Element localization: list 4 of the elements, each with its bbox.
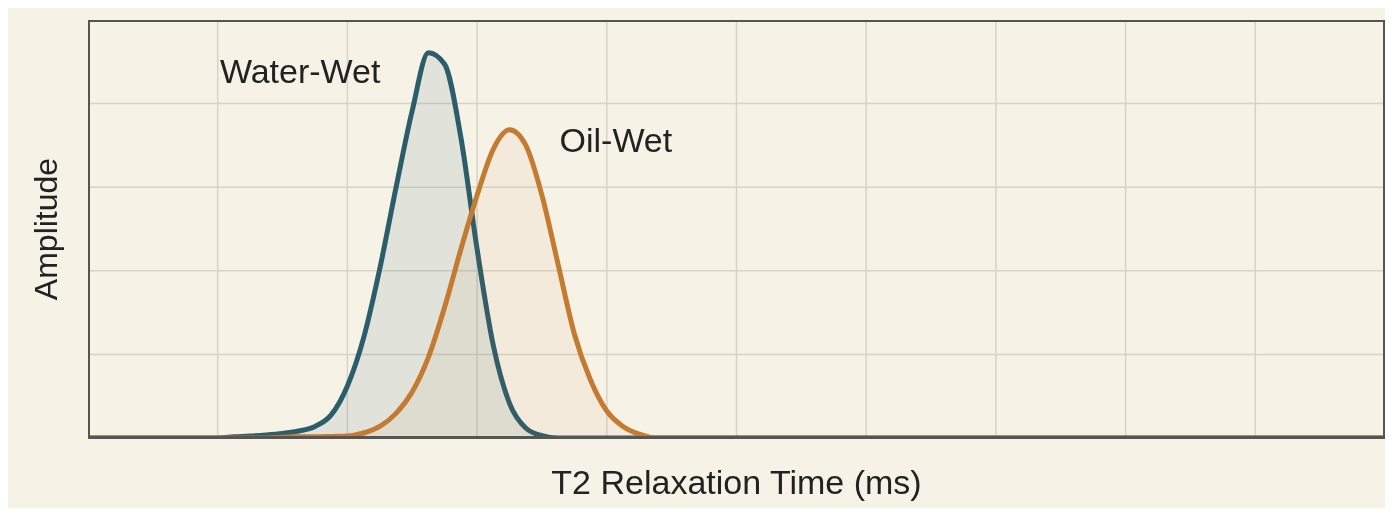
x-axis-title: T2 Relaxation Time (ms) xyxy=(551,463,922,501)
series-label: Water-Wet xyxy=(219,51,382,90)
y-axis-title: Amplitude xyxy=(27,157,65,301)
series-label: Oil-Wet xyxy=(559,120,673,159)
